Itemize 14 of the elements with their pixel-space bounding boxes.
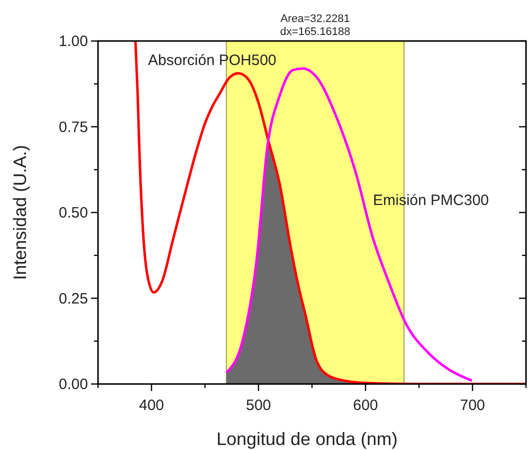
x-tick-label: 600 [352,397,378,414]
x-tick-label: 500 [246,397,272,414]
y-tick-label: 0.25 [58,290,88,308]
x-tick-label: 700 [460,397,486,414]
y-tick-label: 1.00 [58,33,88,50]
y-axis-title: Intensidad (U.A.) [10,144,30,280]
text: Area=32.2281 [280,13,350,25]
x-axis-title: Longitud de onda (nm) [216,429,398,449]
x-tick-label: 400 [138,397,164,414]
y-tick-label: 0.00 [58,376,88,393]
y-tick-label: 0.75 [58,118,88,136]
y-tick-label: 0.50 [58,204,88,222]
text: dx=165.16188 [280,26,350,38]
line-series [134,41,526,384]
